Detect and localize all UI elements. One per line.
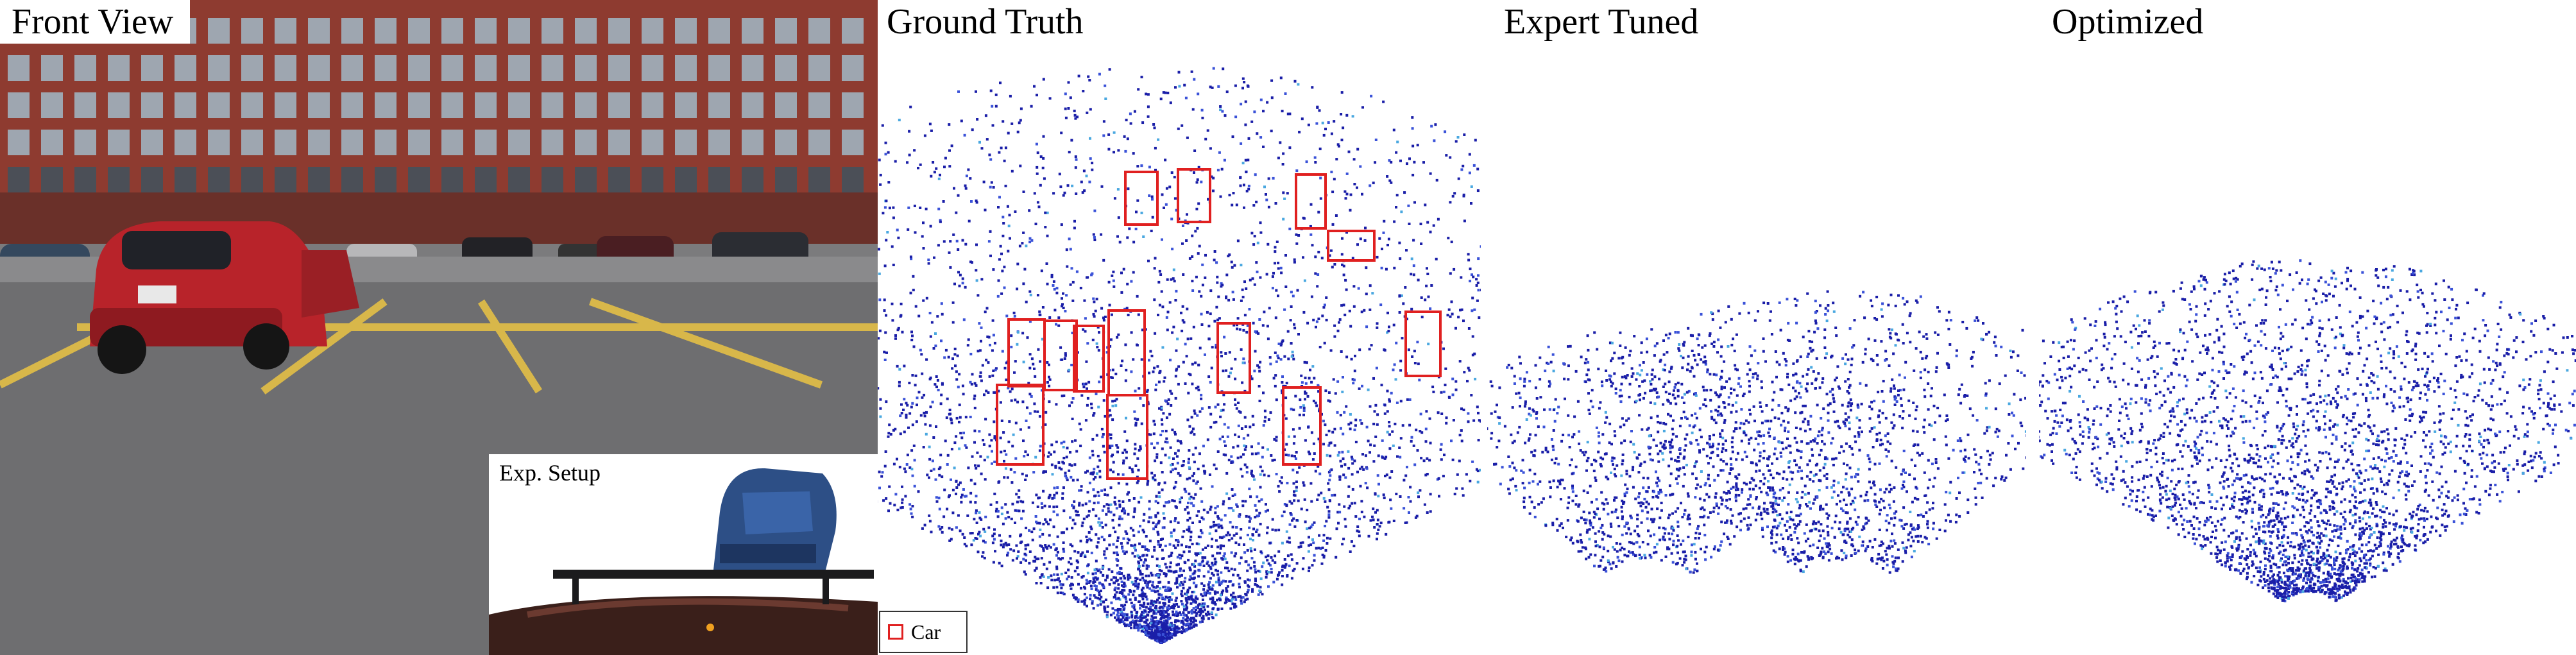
car-box xyxy=(1404,310,1442,377)
ground-truth-title: Ground Truth xyxy=(887,2,1084,42)
car-box xyxy=(1295,173,1327,230)
exp-setup-inset: Exp. Setup xyxy=(489,454,878,655)
optimized-point-cloud xyxy=(2039,259,2576,602)
car-box xyxy=(1216,322,1251,394)
ground-truth-panel: Ground Truth xyxy=(878,0,1481,655)
car-box xyxy=(996,384,1045,466)
car-box xyxy=(1107,309,1146,396)
exp-setup-label: Exp. Setup xyxy=(499,460,601,486)
optimized-panel: Optimized xyxy=(2039,0,2576,655)
legend-car-label: Car xyxy=(911,620,941,643)
front-view-panel: Front View Exp. Setup xyxy=(0,0,878,655)
car-box xyxy=(1282,386,1322,466)
car-box xyxy=(1007,318,1046,387)
optimized-title: Optimized xyxy=(2052,2,2204,42)
expert-tuned-title: Expert Tuned xyxy=(1504,2,1699,42)
expert-tuned-point-cloud xyxy=(1487,290,2026,574)
legend: Car xyxy=(879,611,968,653)
front-view-title: Front View xyxy=(0,0,191,44)
car-box xyxy=(1327,230,1376,262)
car-box xyxy=(1106,394,1148,480)
car-box xyxy=(1073,325,1105,393)
car-box xyxy=(1177,168,1211,223)
expert-tuned-panel: Expert Tuned xyxy=(1487,0,2026,655)
car-box xyxy=(1043,319,1078,391)
car-box xyxy=(1124,171,1159,226)
legend-car-swatch xyxy=(888,624,903,640)
ground-truth-point-cloud xyxy=(878,67,1481,644)
exp-setup-photo xyxy=(489,454,878,655)
